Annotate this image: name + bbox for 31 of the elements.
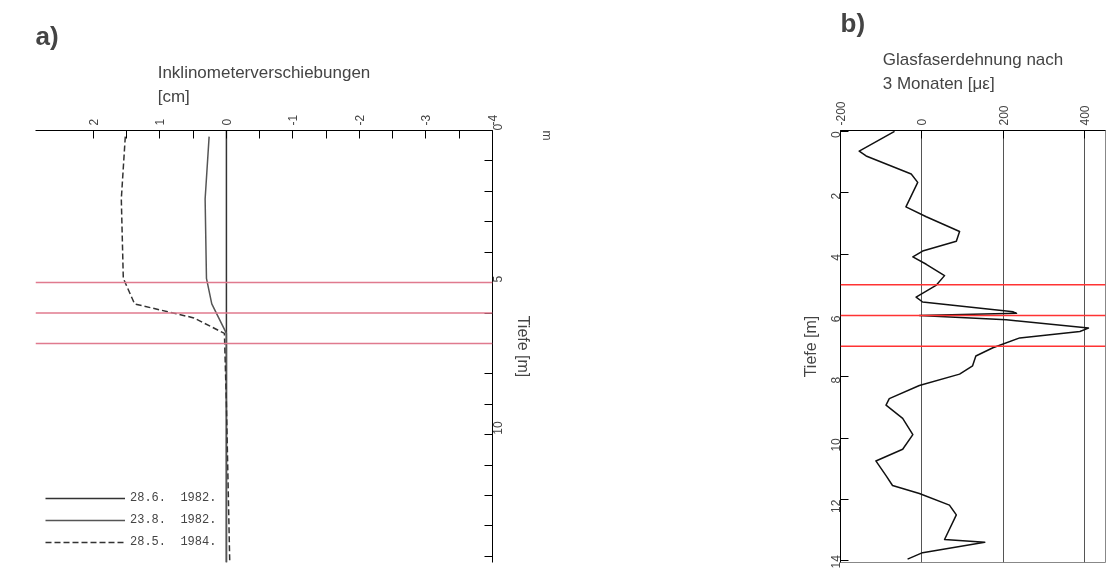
x-tick-label: -200 [834, 101, 848, 126]
y-tick-label: 0 [491, 123, 505, 131]
text: a) [35, 20, 59, 51]
chart-title: Glasfaserdehnung nach 3 Monaten [με] [882, 49, 1064, 94]
x-tick-label: 1 [153, 118, 168, 126]
chart-title: Inklinometerverschiebungen [cm] [157, 62, 371, 107]
series-label: 28.5. 1984. [130, 535, 217, 549]
y-tick-label: 6 [829, 315, 843, 323]
y-tick-label: 8 [829, 376, 843, 384]
x-tick-label: 0 [219, 118, 234, 126]
x-tick-label: 200 [996, 105, 1011, 126]
series-label: 23.8. 1982. [130, 513, 217, 527]
y-tick-label: 4 [829, 253, 843, 261]
x-tick-label: -1 [286, 114, 301, 126]
y-tick-label: 14 [829, 554, 843, 568]
x-tick-label: 400 [1077, 105, 1092, 126]
x-tick-label: 0 [915, 118, 930, 126]
y-tick-label: 10 [829, 437, 843, 452]
y-tick-label: 10 [491, 421, 505, 435]
y-axis-title: Tiefe [m] [514, 315, 532, 378]
y-axis-title: Tiefe [m] [801, 315, 819, 378]
x-tick-label: -3 [419, 114, 434, 126]
y-tick-label: 0 [829, 131, 843, 139]
series-label: 28.6. 1982. [130, 491, 217, 505]
x-tick-label: -2 [352, 114, 367, 126]
text: m [539, 130, 554, 141]
x-tick-label: 2 [86, 118, 101, 126]
y-tick-label: 2 [829, 192, 843, 200]
text: b) [840, 7, 866, 38]
y-tick-label: 12 [829, 499, 843, 513]
y-tick-label: 5 [491, 275, 505, 283]
